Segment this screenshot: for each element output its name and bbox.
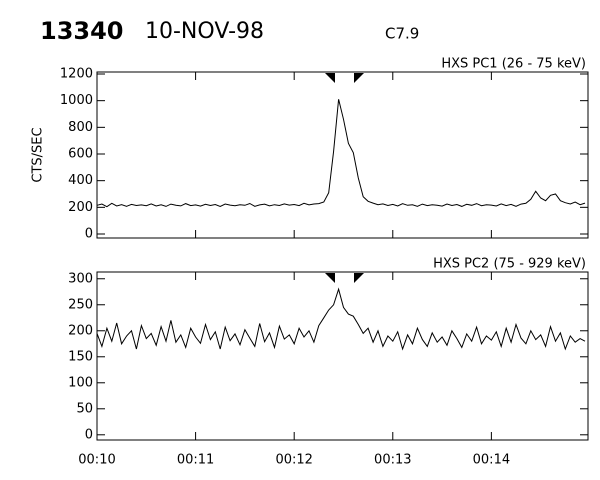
y-tick-label: 0	[85, 227, 93, 242]
x-tick-label: 00:12	[275, 453, 312, 468]
interval-marker	[354, 73, 364, 83]
data-line	[96, 99, 586, 208]
y-tick-label: 150	[68, 349, 93, 364]
interval-marker	[354, 273, 364, 283]
y-tick-label: 200	[68, 323, 93, 338]
y-tick-label: 800	[68, 120, 93, 135]
data-line	[96, 287, 586, 351]
x-tick-label: 00:11	[177, 453, 214, 468]
y-tick-label: 300	[68, 271, 93, 286]
y-tick-label: 1200	[60, 67, 93, 82]
y-tick-label: 50	[76, 401, 93, 416]
plot-frame	[96, 271, 589, 441]
plot-frame	[96, 71, 589, 239]
x-tick-label: 00:13	[374, 453, 411, 468]
y-tick-label: 0	[85, 427, 93, 442]
event-date: 10-NOV-98	[145, 19, 264, 44]
y-tick-label: 400	[68, 173, 93, 188]
panel-title: HXS PC1 (26 - 75 keV)	[441, 57, 586, 72]
flare-class: C7.9	[385, 25, 419, 43]
x-tick-label: 00:10	[78, 453, 115, 468]
y-tick-label: 1000	[60, 93, 93, 108]
y-tick-label: 250	[68, 297, 93, 312]
y-tick-label: 100	[68, 375, 93, 390]
panel-title: HXS PC2 (75 - 929 keV)	[433, 257, 586, 272]
y-axis-label: CTS/SEC	[31, 127, 46, 182]
event-id: 13340	[40, 17, 124, 45]
interval-marker	[325, 273, 335, 283]
interval-marker	[325, 73, 335, 83]
x-tick-label: 00:14	[473, 453, 510, 468]
y-tick-label: 600	[68, 147, 93, 162]
y-tick-label: 200	[68, 200, 93, 215]
